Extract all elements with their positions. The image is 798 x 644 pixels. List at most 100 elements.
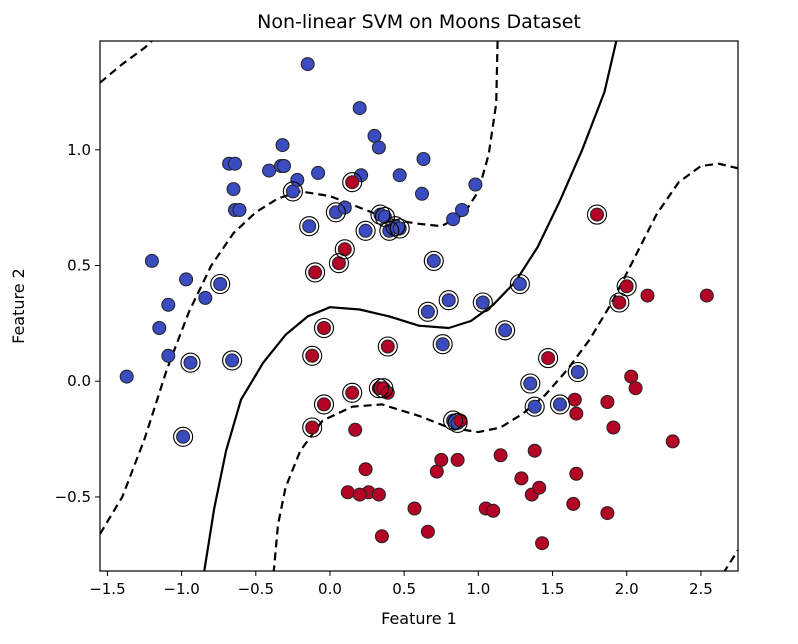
class-1-point-32 — [532, 480, 547, 495]
class-1-point-33 — [535, 536, 550, 551]
class-0-point-12 — [228, 156, 242, 171]
support-vector-ring-14 — [423, 250, 444, 271]
class-1-point-34 — [541, 351, 556, 366]
class-1-point-18 — [358, 462, 373, 477]
support-vector-ring-13 — [417, 301, 438, 322]
class-1-point-37 — [569, 466, 584, 481]
class-1-point-28 — [493, 448, 508, 463]
support-vector-ring-2 — [210, 273, 231, 295]
class-0-point-41 — [426, 253, 441, 268]
y-axis-label: Feature 2 — [9, 268, 28, 344]
support-vector-ring-39 — [586, 204, 608, 225]
class-0-point-10 — [225, 353, 240, 368]
class-1-point-20 — [407, 501, 422, 516]
class-1-point-16 — [340, 485, 355, 500]
class-1-point-9 — [348, 422, 363, 437]
class-1-point-17 — [352, 487, 367, 502]
class-1-point-39 — [590, 207, 604, 222]
support-vector-ring-27 — [302, 345, 323, 366]
class-0-point-31 — [371, 140, 386, 155]
class-1-point-25 — [453, 413, 468, 428]
class-0-point-28 — [352, 101, 367, 116]
support-vector-ring-30 — [313, 394, 335, 415]
class-0-point-42 — [441, 293, 456, 308]
support-vector-ring-35 — [368, 378, 389, 399]
class-0-point-3 — [161, 297, 176, 312]
class-0-point-55 — [527, 399, 542, 414]
margin-line-1 — [100, 41, 153, 84]
support-vector-ring-22 — [520, 373, 541, 394]
class-1-point-49 — [699, 288, 714, 303]
support-vector-ring-19 — [472, 292, 493, 313]
class-1-point-11 — [371, 487, 386, 502]
class-0-point-46 — [435, 337, 450, 352]
class-1-point-2 — [305, 420, 320, 435]
x-tick-label-8: 2.5 — [689, 580, 713, 598]
support-vector-ring-15 — [438, 290, 459, 311]
decision-boundary-line-0 — [203, 41, 618, 571]
class-1-point-4 — [317, 397, 331, 412]
support-vector-ring-10 — [379, 220, 400, 241]
x-axis-label: Feature 1 — [381, 609, 457, 628]
x-tick-label-2: −0.5 — [238, 580, 274, 598]
x-tick-label-5: 1.0 — [466, 580, 490, 598]
support-vector-ring-26 — [305, 262, 326, 283]
class-0-point-2 — [152, 321, 167, 335]
class-1-point-22 — [429, 464, 444, 479]
support-vector-ring-8 — [370, 204, 391, 225]
class-1-point-40 — [600, 395, 615, 409]
class-0-point-1 — [144, 253, 159, 268]
class-0-point-8 — [198, 290, 213, 305]
class-0-point-4 — [161, 348, 176, 363]
class-1-point-43 — [612, 295, 627, 310]
support-vector-ring-24 — [567, 361, 588, 383]
class-1-point-14 — [380, 339, 395, 354]
class-1-point-48 — [665, 434, 680, 449]
class-0-point-53 — [553, 397, 567, 412]
class-0-point-23 — [300, 57, 315, 72]
support-vector-ring-32 — [334, 239, 355, 260]
class-1-point-21 — [420, 524, 435, 539]
class-0-point-51 — [512, 277, 527, 291]
support-vector-ring-3 — [222, 350, 243, 371]
support-vector-ring-12 — [389, 218, 410, 239]
class-1-point-42 — [606, 420, 621, 435]
margin-line-3 — [272, 162, 738, 571]
y-tick-label-0: −0.5 — [55, 488, 91, 506]
class-0-point-7 — [176, 429, 191, 444]
class-0-point-40 — [420, 304, 435, 319]
class-0-point-6 — [183, 355, 198, 370]
class-0-point-0 — [119, 369, 134, 384]
y-axis-ticks: −0.5 0.0 0.5 1.0 — [55, 141, 100, 506]
class-1-point-35 — [567, 392, 582, 407]
support-vector-ring-41 — [616, 276, 637, 297]
class-1-point-27 — [486, 503, 501, 518]
class-0-point-22 — [302, 219, 317, 234]
class-0-point-19 — [275, 138, 290, 153]
chart-title: Non-linear SVM on Moons Dataset — [257, 11, 581, 33]
class-0-point-16 — [262, 163, 277, 178]
support-vector-ring-0 — [173, 426, 194, 447]
plot-frame — [99, 40, 739, 572]
class-1-point-24 — [450, 452, 465, 467]
support-vector-ring-7 — [355, 220, 376, 241]
class-0-point-9 — [213, 277, 228, 291]
x-tick-label-0: −1.5 — [89, 580, 125, 598]
class-0-point-38 — [416, 152, 431, 166]
support-vector-ring-34 — [342, 382, 363, 403]
class-1-point-36 — [569, 406, 584, 421]
class-0-point-30 — [367, 128, 382, 143]
class-1-point-23 — [434, 452, 449, 467]
support-vector-ring-33 — [342, 172, 363, 193]
class-1-point-31 — [527, 443, 542, 458]
class-1-point-45 — [624, 369, 639, 384]
class-0-point-43 — [446, 212, 461, 227]
class-1-point-0 — [308, 265, 323, 280]
support-vector-ring-21 — [509, 273, 530, 295]
support-vector-ring-36 — [373, 378, 394, 399]
support-vector-ring-28 — [302, 417, 323, 438]
class-0-point-49 — [475, 295, 490, 310]
class-0-point-45 — [468, 177, 483, 192]
y-tick-label-1: 0.0 — [67, 372, 91, 390]
